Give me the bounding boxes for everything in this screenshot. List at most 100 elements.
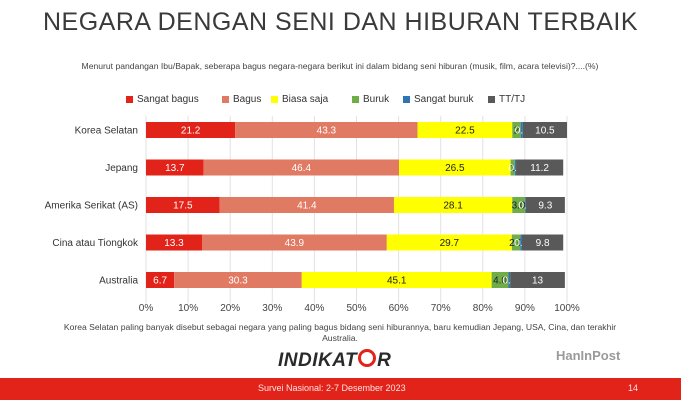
bar-segment [399, 159, 511, 176]
x-tick-label: 60% [389, 303, 409, 314]
watermark: HanInPost [556, 348, 621, 363]
bar-segment [301, 272, 492, 288]
data-label: 46.4 [292, 163, 312, 174]
legend-label: Sangat buruk [414, 93, 474, 105]
x-tick-label: 50% [346, 303, 366, 314]
bar-segment [514, 159, 517, 176]
category-label: Australia [99, 276, 138, 287]
data-label: 13.3 [164, 238, 184, 249]
bar-segment [512, 122, 521, 138]
data-label: 1 [510, 163, 516, 174]
data-label: 9.3 [538, 201, 552, 212]
bar-segment [203, 159, 400, 176]
legend-item: Sangat bagus [126, 92, 199, 106]
data-label: 2.0 [509, 238, 523, 249]
data-label: 0.5 [515, 126, 529, 137]
category-label: Amerika Serikat (AS) [45, 201, 138, 212]
bar-segment [510, 159, 515, 176]
bar-segment [522, 122, 567, 138]
legend-item: Buruk [352, 92, 389, 106]
bar-segment [516, 159, 564, 176]
legend-label: Biasa saja [282, 93, 329, 105]
legend-item: Biasa saja [271, 92, 328, 106]
bar-segment [201, 234, 387, 251]
bar-segment [219, 197, 394, 213]
legend-swatch [222, 95, 229, 103]
data-label: 41.4 [297, 201, 317, 212]
bar-segment [146, 272, 175, 288]
legend-label: Sangat bagus [137, 93, 199, 105]
data-label: 22.5 [455, 126, 475, 137]
x-tick-label: 0% [139, 303, 154, 314]
chart-legend: Sangat bagus Bagus Biasa saja Buruk Sangat b… [126, 92, 646, 106]
data-label: 0.2 [518, 201, 532, 212]
bar-segment [511, 234, 521, 251]
data-label: 45.1 [387, 276, 407, 287]
category-label: Jepang [105, 163, 138, 174]
data-label: 3.0 [512, 201, 526, 212]
logo-text-start: INDIKAT [278, 350, 358, 371]
data-label: 0.4 [514, 238, 528, 249]
data-label: 17.5 [173, 201, 193, 212]
data-label: 10.5 [535, 126, 555, 137]
legend-swatch [126, 95, 133, 103]
data-label: 26.5 [445, 163, 465, 174]
x-tick-label: 30% [262, 303, 282, 314]
chart-title: NEGARA DENGAN SENI DAN HIBURAN TERBAIK [42, 8, 639, 36]
legend-swatch [403, 95, 410, 103]
footer-survey-text: Survei Nasional: 2-7 Desember 2023 [258, 383, 406, 393]
logo-o-icon [358, 349, 377, 367]
bar-segment [146, 197, 220, 213]
bar-segment [525, 197, 565, 213]
footer-bar: Survei Nasional: 2-7 Desember 2023 14 [0, 378, 681, 400]
bar-segment [524, 197, 526, 213]
bar-segment [146, 159, 204, 176]
x-tick-label: 40% [304, 303, 324, 314]
legend-item: Bagus [222, 92, 261, 106]
bar-segment [393, 197, 513, 213]
bar-segment [146, 122, 236, 138]
data-label: 2 [514, 126, 520, 137]
data-label: 43.9 [285, 238, 305, 249]
bar-segment [508, 272, 511, 288]
stacked-bar-chart: 0% 10% 20% 30% 40% 50% 60% 70% 80% 90% 100% Korea S… [45, 116, 580, 314]
legend-label: Buruk [363, 93, 390, 105]
bar-segment [386, 234, 512, 251]
data-label: 4.0 [493, 276, 507, 287]
bar-segment [417, 122, 513, 138]
legend-label: TT/TJ [499, 93, 526, 105]
logo-text-end: R [377, 350, 392, 371]
legend-item: Sangat buruk [403, 92, 474, 106]
data-label: 11.2 [530, 163, 549, 174]
data-label: 21.2 [181, 126, 201, 137]
indikator-logo: INDIKAT R [278, 349, 391, 372]
data-label: 29.7 [440, 238, 460, 249]
x-tick-label: 20% [220, 303, 240, 314]
data-label: 0.4 [502, 276, 516, 287]
data-label: 43.3 [317, 126, 337, 137]
survey-question: Menurut pandangan Ibu/Bapak, seberapa ba… [81, 61, 599, 71]
legend-swatch [352, 95, 359, 103]
bar-segment [491, 272, 509, 288]
x-tick-label: 70% [431, 303, 451, 314]
data-label: 30.3 [228, 276, 248, 287]
bar-segment [520, 122, 523, 138]
legend-swatch [488, 95, 495, 103]
x-tick-label: 100% [554, 303, 580, 314]
data-label: 13 [532, 276, 544, 287]
bar-segment [512, 197, 525, 213]
legend-item: TT/TJ [488, 92, 525, 106]
legend-label: Bagus [233, 93, 262, 105]
category-label: Korea Selatan [75, 126, 138, 137]
x-tick-label: 10% [178, 303, 198, 314]
x-tick-label: 90% [515, 303, 535, 314]
bar-segment [520, 234, 522, 251]
data-label: 9.8 [536, 238, 550, 249]
legend-swatch [271, 95, 278, 103]
x-tick-label: 80% [473, 303, 493, 314]
chart-note: Korea Selatan paling banyak disebut seba… [63, 322, 617, 343]
page-number: 14 [628, 383, 639, 393]
category-label: Cina atau Tiongkok [52, 238, 139, 249]
bar-segment [510, 272, 565, 288]
